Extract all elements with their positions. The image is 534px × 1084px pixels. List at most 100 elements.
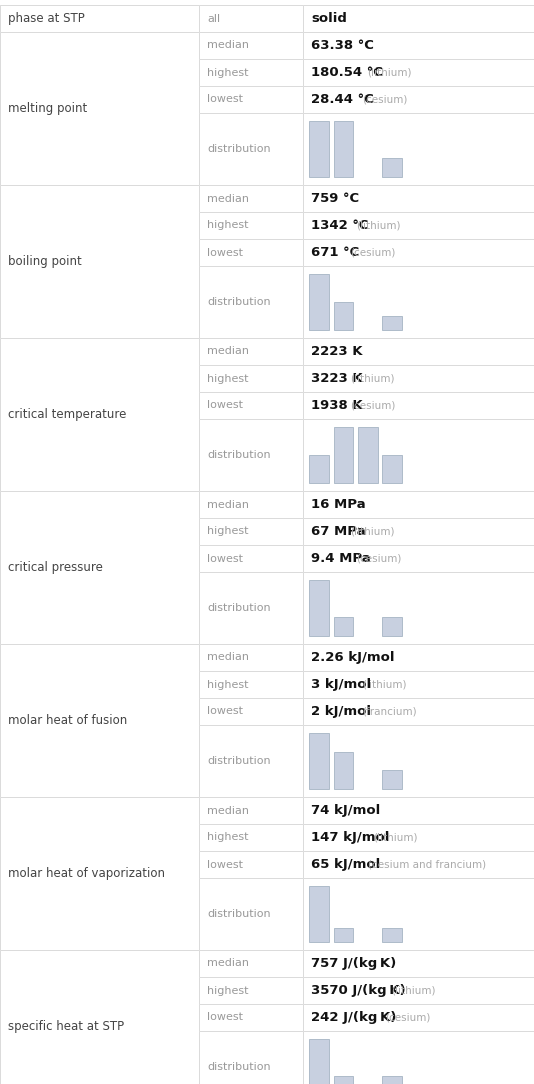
- Text: lowest: lowest: [207, 1012, 243, 1022]
- Bar: [309, 274, 329, 330]
- Bar: [199, 212, 303, 238]
- Bar: [199, 113, 303, 185]
- Text: (cesium): (cesium): [350, 247, 396, 258]
- Bar: [382, 317, 402, 330]
- Bar: [199, 5, 303, 33]
- Bar: [0, 491, 199, 644]
- Text: distribution: distribution: [207, 450, 271, 460]
- Bar: [303, 33, 534, 59]
- Bar: [199, 491, 303, 518]
- Bar: [303, 725, 534, 797]
- Text: (cesium and francium): (cesium and francium): [367, 860, 485, 869]
- Text: highest: highest: [207, 374, 249, 384]
- Text: distribution: distribution: [207, 909, 271, 919]
- Text: (cesium): (cesium): [362, 94, 407, 104]
- Bar: [303, 797, 534, 824]
- Bar: [199, 878, 303, 950]
- Text: phase at STP: phase at STP: [8, 12, 85, 25]
- Bar: [199, 212, 303, 238]
- Text: critical temperature: critical temperature: [8, 408, 127, 421]
- Bar: [199, 572, 303, 644]
- Bar: [199, 338, 303, 365]
- Bar: [303, 185, 534, 212]
- Bar: [309, 1038, 329, 1084]
- Bar: [303, 212, 534, 238]
- Bar: [303, 644, 534, 671]
- Bar: [199, 977, 303, 1004]
- Bar: [334, 751, 354, 789]
- Text: 1938 K: 1938 K: [311, 399, 363, 412]
- Bar: [334, 928, 354, 942]
- Bar: [303, 851, 534, 878]
- Bar: [303, 644, 534, 671]
- Bar: [382, 771, 402, 789]
- Text: highest: highest: [207, 680, 249, 689]
- Bar: [303, 365, 534, 392]
- Bar: [303, 86, 534, 113]
- Bar: [199, 491, 303, 518]
- Text: (lithium): (lithium): [373, 833, 418, 842]
- Text: 180.54 °C: 180.54 °C: [311, 66, 383, 79]
- Bar: [334, 121, 354, 177]
- Bar: [303, 572, 534, 644]
- Bar: [309, 886, 329, 942]
- Bar: [382, 158, 402, 177]
- Bar: [199, 59, 303, 86]
- Bar: [303, 59, 534, 86]
- Bar: [199, 950, 303, 977]
- Bar: [199, 420, 303, 491]
- Bar: [0, 185, 199, 338]
- Bar: [334, 1076, 354, 1084]
- Bar: [0, 797, 199, 950]
- Bar: [303, 518, 534, 545]
- Text: 2223 K: 2223 K: [311, 345, 363, 358]
- Bar: [199, 644, 303, 671]
- Text: solid: solid: [311, 12, 347, 25]
- Bar: [303, 238, 534, 266]
- Bar: [303, 266, 534, 338]
- Text: 3570 J/(kg K): 3570 J/(kg K): [311, 984, 406, 997]
- Bar: [303, 238, 534, 266]
- Bar: [303, 86, 534, 113]
- Bar: [358, 427, 378, 483]
- Bar: [199, 238, 303, 266]
- Bar: [303, 420, 534, 491]
- Bar: [199, 518, 303, 545]
- Bar: [199, 824, 303, 851]
- Bar: [199, 644, 303, 671]
- Bar: [303, 518, 534, 545]
- Bar: [199, 797, 303, 824]
- Bar: [334, 302, 354, 330]
- Text: 3223 K: 3223 K: [311, 372, 363, 385]
- Bar: [199, 698, 303, 725]
- Text: distribution: distribution: [207, 603, 271, 612]
- Text: 759 °C: 759 °C: [311, 192, 359, 205]
- Bar: [199, 365, 303, 392]
- Bar: [0, 644, 199, 797]
- Bar: [0, 491, 199, 644]
- Bar: [0, 185, 199, 338]
- Bar: [303, 266, 534, 338]
- Text: (cesium): (cesium): [356, 554, 401, 564]
- Bar: [0, 950, 199, 1084]
- Text: highest: highest: [207, 220, 249, 231]
- Text: (lithium): (lithium): [367, 67, 412, 77]
- Bar: [303, 491, 534, 518]
- Text: 65 kJ/mol: 65 kJ/mol: [311, 859, 381, 872]
- Bar: [199, 238, 303, 266]
- Bar: [199, 420, 303, 491]
- Bar: [199, 365, 303, 392]
- Bar: [303, 185, 534, 212]
- Text: all: all: [207, 13, 221, 24]
- Bar: [199, 950, 303, 977]
- Text: molar heat of fusion: molar heat of fusion: [8, 714, 127, 727]
- Text: melting point: melting point: [8, 102, 87, 115]
- Text: 28.44 °C: 28.44 °C: [311, 93, 374, 106]
- Text: boiling point: boiling point: [8, 255, 82, 268]
- Bar: [303, 1031, 534, 1084]
- Bar: [0, 33, 199, 185]
- Text: 63.38 °C: 63.38 °C: [311, 39, 374, 52]
- Bar: [303, 725, 534, 797]
- Bar: [303, 5, 534, 33]
- Bar: [199, 851, 303, 878]
